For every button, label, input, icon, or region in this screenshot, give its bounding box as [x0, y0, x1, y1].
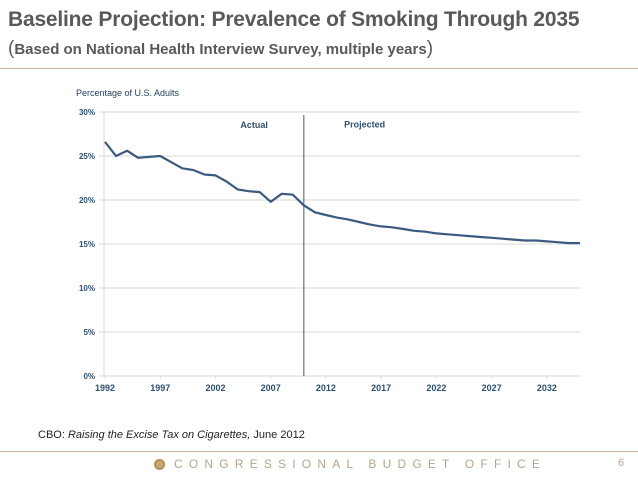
slide-subtitle: (Based on National Health Interview Surv… [8, 38, 433, 60]
x-tick-label: 2012 [316, 383, 336, 393]
x-tick-label: 2022 [426, 383, 446, 393]
x-tick-label: 1997 [150, 383, 170, 393]
y-tick-label: 20% [79, 196, 95, 205]
annotation-actual: Actual [240, 120, 268, 130]
footer: CONGRESSIONAL BUDGET OFFICE 6 [0, 456, 638, 476]
footer-divider [0, 451, 638, 452]
x-tick-labels: 1992 1997 2002 2007 2012 2017 2022 2027 2032 [95, 383, 557, 393]
source-citation: CBO: Raising the Excise Tax on Cigarette… [38, 429, 305, 441]
y-tick-labels: 0% 5% 10% 15% 20% 25% 30% [79, 108, 95, 381]
page-number: 6 [618, 457, 625, 469]
x-tick-label: 2007 [261, 383, 281, 393]
y-tick-label: 30% [79, 108, 95, 117]
slide-title: Baseline Projection: Prevalence of Smoki… [8, 8, 580, 31]
source-date: June 2012 [250, 429, 305, 441]
subtitle-text: Based on National Health Interview Surve… [14, 41, 427, 58]
series-line [104, 141, 580, 245]
x-tick-label: 2032 [537, 383, 557, 393]
gridlines [99, 111, 580, 379]
line-chart: 0% 5% 10% 15% 20% 25% 30% 1992 1997 2002 2007 2012… [79, 108, 581, 393]
x-tick-label: 2017 [371, 383, 391, 393]
x-tick-label: 2027 [482, 383, 502, 393]
subtitle-open-paren: ( [8, 38, 15, 59]
source-prefix: CBO: [38, 429, 68, 441]
source-title: Raising the Excise Tax on Cigarettes, [67, 429, 251, 441]
cbo-seal-icon [154, 459, 165, 470]
y-tick-label: 5% [83, 328, 95, 337]
y-axis-label: Percentage of U.S. Adults [76, 88, 180, 98]
x-tick-label: 1992 [95, 383, 115, 393]
y-tick-label: 25% [79, 152, 95, 161]
subtitle-close-paren: ) [426, 38, 434, 59]
y-tick-label: 15% [79, 240, 95, 249]
annotation-projected: Projected [344, 119, 385, 129]
y-tick-label: 10% [79, 284, 95, 293]
x-tick-label: 2002 [205, 383, 225, 393]
header-divider [0, 68, 638, 69]
footer-org-name: CONGRESSIONAL BUDGET OFFICE [174, 457, 547, 471]
annotations: Actual Projected [240, 119, 385, 130]
y-tick-label: 0% [83, 372, 95, 381]
series-lines [104, 141, 581, 245]
